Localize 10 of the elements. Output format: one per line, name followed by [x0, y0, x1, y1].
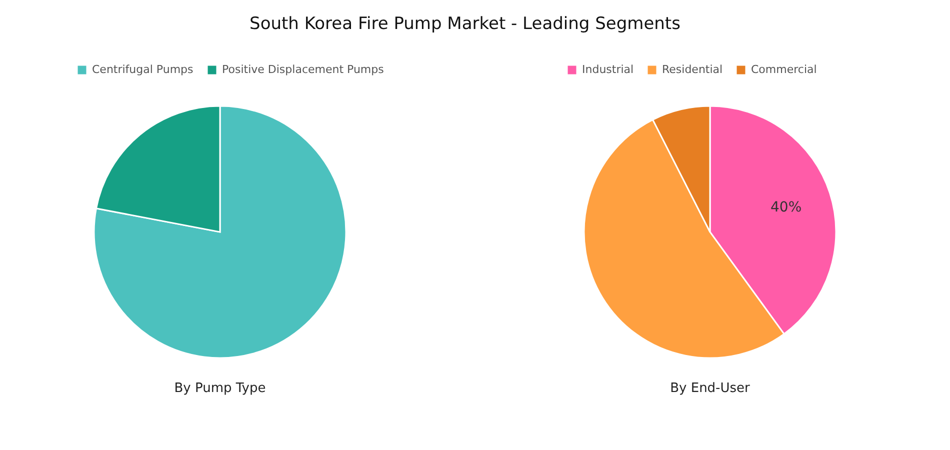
text: By End-User — [670, 381, 751, 396]
legend-label: Commercial — [751, 63, 817, 76]
text: South Korea Fire Pump Market - Leading Segments — [250, 14, 681, 34]
legend-label: Residential — [662, 63, 723, 76]
pie-slice — [93, 105, 347, 359]
legend-label: Centrifugal Pumps — [92, 63, 194, 76]
data-label: 40% — [770, 199, 802, 216]
legend-label: Positive Displacement Pumps — [222, 63, 384, 76]
text: By Pump Type — [174, 381, 266, 396]
legend-label: Industrial — [582, 63, 634, 76]
